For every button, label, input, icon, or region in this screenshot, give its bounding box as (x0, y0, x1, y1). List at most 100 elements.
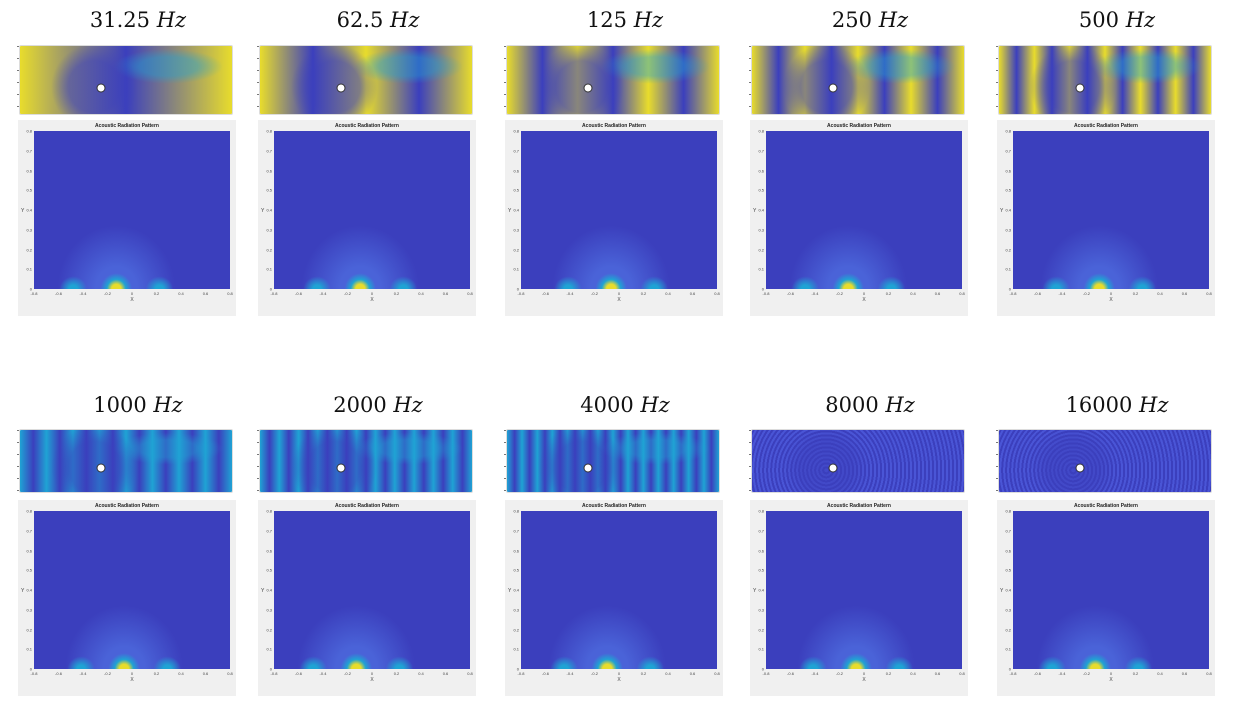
y-tick-label: 0.4 (758, 587, 764, 593)
frequency-value: 4000 (580, 393, 641, 417)
x-tick-label: -0.4 (79, 671, 87, 676)
x-axis-label: X (862, 677, 866, 683)
radiation-pattern-panel: Acoustic Radiation Pattern Y 0 0.1 0.2 0.3 0.4… (997, 500, 1215, 696)
x-tick-label: -0.4 (1058, 291, 1066, 296)
y-tick-label: 0.2 (758, 247, 764, 252)
y-tick-label: 0.3 (266, 607, 272, 613)
source-marker (336, 83, 346, 93)
y-tick-label: 0.4 (513, 587, 519, 593)
x-tick-label: -0.2 (344, 291, 351, 296)
y-tick-label: 0.8 (1005, 128, 1011, 134)
y-axis-label: Y (21, 588, 25, 594)
x-tick-label: -0.2 (1083, 291, 1090, 296)
y-tick-label: 0.1 (1005, 266, 1011, 272)
x-tick-label: 0 (617, 291, 621, 296)
x-tick-label: -0.8 (517, 671, 525, 676)
x-tick-label: 0.4 (418, 291, 424, 296)
source-marker (96, 463, 106, 473)
x-tick-label: 0.4 (665, 291, 671, 296)
y-tick-label: 0.5 (266, 567, 272, 573)
x-tick-label: 0.2 (885, 291, 892, 296)
x-tick-label: 0 (1109, 291, 1113, 296)
modal-field-map (749, 430, 964, 492)
frequency-value: 62.5 (336, 8, 391, 32)
y-tick-label: 0.5 (26, 567, 32, 573)
modal-field-map (257, 430, 472, 492)
panel-title: Acoustic Radiation Pattern (95, 123, 159, 129)
radiation-pattern-panel: Acoustic Radiation Pattern Y 0 0.1 0.2 0.3 0.4… (750, 120, 968, 316)
plot-area (1013, 131, 1209, 289)
y-tick-label: 0.4 (266, 587, 272, 593)
modal-field-map (504, 46, 719, 114)
y-tick-label: 0.6 (266, 168, 272, 173)
source-marker (828, 83, 838, 93)
x-tick-label: 0.8 (959, 671, 965, 676)
plot-area (1013, 511, 1209, 669)
y-tick-label: 0.1 (26, 646, 32, 652)
frequency-title: 125 Hz (505, 8, 745, 32)
x-tick-label: 0.8 (714, 291, 720, 296)
x-tick-label: 0.4 (178, 291, 184, 296)
y-tick-label: 0.8 (266, 508, 272, 514)
plot-area (274, 511, 470, 669)
x-tick-label: -0.8 (762, 671, 770, 676)
x-tick-label: -0.8 (270, 291, 278, 296)
y-tick-label: 0.2 (26, 627, 32, 632)
x-tick-label: -0.8 (30, 291, 38, 296)
radiation-pattern-panel: Acoustic Radiation Pattern Y 0 0.1 0.2 0.3 0.4… (505, 120, 723, 316)
y-tick-label: 0.1 (513, 646, 519, 652)
modal-field-map (749, 46, 964, 114)
axis-ticks (257, 430, 259, 492)
y-tick-label: 0.6 (758, 168, 764, 173)
x-tick-label: -0.2 (836, 671, 843, 676)
y-tick-label: 0.3 (266, 227, 272, 233)
source-marker (1075, 463, 1085, 473)
panel-title: Acoustic Radiation Pattern (335, 123, 399, 129)
modal-field-map (996, 430, 1211, 492)
frequency-title: 500 Hz (997, 8, 1237, 32)
radiation-pattern-panel: Acoustic Radiation Pattern Y 0 0.1 0.2 0.3 0.4… (258, 120, 476, 316)
y-tick-label: 0.8 (758, 508, 764, 514)
x-tick-label: 0.2 (885, 671, 892, 676)
x-tick-label: -0.6 (295, 291, 302, 296)
radiation-pattern-panel: Acoustic Radiation Pattern Y 0 0.1 0.2 0.3 0.4… (505, 500, 723, 696)
y-tick-label: 0.8 (513, 508, 519, 514)
plot-area (34, 511, 230, 669)
y-tick-label: 0.7 (26, 528, 32, 534)
source-marker (583, 83, 593, 93)
y-tick-label: 0.7 (758, 148, 764, 154)
x-tick-label: 0.4 (1157, 291, 1163, 296)
axis-ticks (996, 430, 998, 492)
y-tick-label: 0.3 (758, 607, 764, 613)
x-tick-label: 0.2 (1132, 671, 1139, 676)
y-tick-label: 0.3 (1005, 607, 1011, 613)
axis-ticks (504, 430, 506, 492)
y-tick-label: 0.8 (513, 128, 519, 134)
y-tick-label: 0.1 (758, 646, 764, 652)
y-tick-label: 0.1 (758, 266, 764, 272)
y-tick-label: 0.3 (513, 607, 519, 613)
y-tick-label: 0 (1008, 286, 1011, 292)
x-tick-label: 0.8 (467, 671, 473, 676)
axis-ticks (504, 46, 506, 114)
y-tick-label: 0.8 (758, 128, 764, 134)
y-tick-label: 0.7 (1005, 528, 1011, 534)
x-tick-label: -0.4 (79, 291, 87, 296)
frequency-title: 62.5 Hz (258, 8, 498, 32)
x-tick-label: -0.6 (787, 671, 794, 676)
y-tick-label: 0.5 (513, 567, 519, 573)
frequency-value: 125 (586, 8, 634, 32)
frequency-unit: Hz (878, 8, 909, 32)
axis-ticks (996, 46, 998, 114)
frequency-value: 8000 (825, 393, 886, 417)
y-tick-label: 0.5 (758, 187, 764, 193)
y-tick-label: 0.6 (1005, 168, 1011, 173)
x-tick-label: 0.2 (640, 291, 647, 296)
frequency-unit: Hz (390, 8, 420, 32)
frequency-title: 16000 Hz (997, 393, 1237, 417)
radiation-pattern-panel: Acoustic Radiation Pattern Y 0 0.1 0.2 0.3 0.4… (258, 500, 476, 696)
frequency-title: 250 Hz (750, 8, 990, 32)
modal-field-map (257, 46, 472, 114)
x-axis-label: X (130, 677, 134, 683)
source-marker (583, 463, 593, 473)
